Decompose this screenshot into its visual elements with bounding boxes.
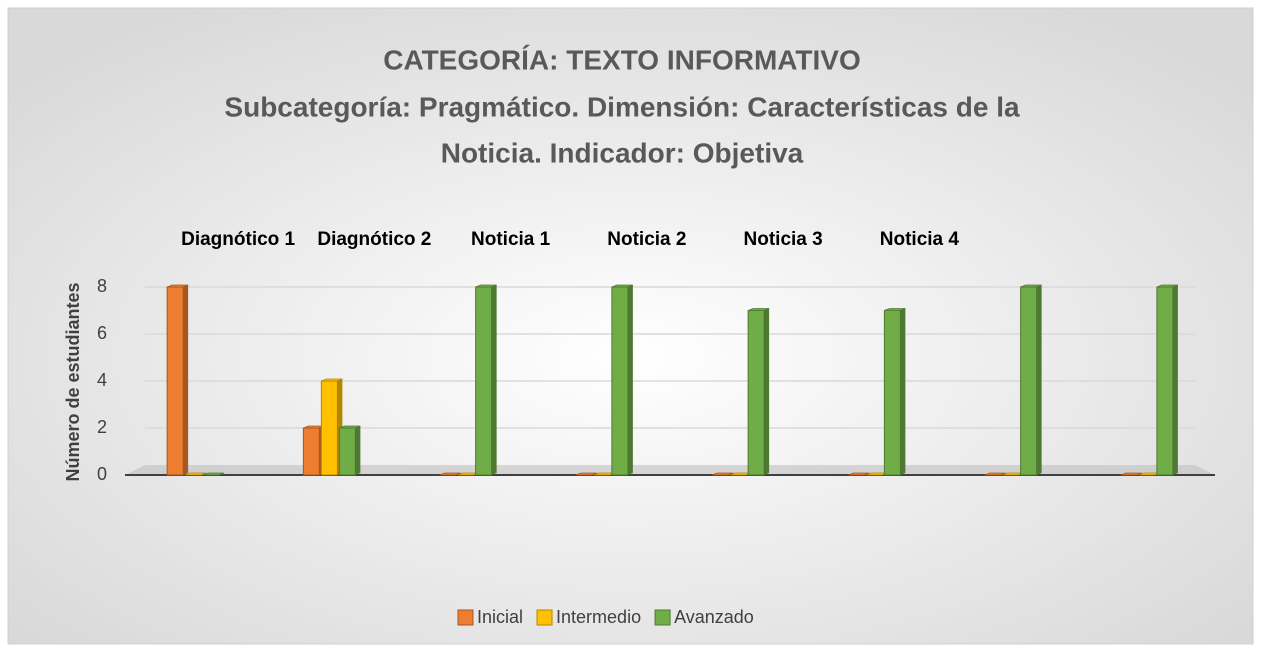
category-label: Diagnótico 2 [317, 229, 431, 250]
bar [747, 310, 765, 476]
y-tick-label: 4 [97, 370, 107, 390]
bar-top [747, 308, 770, 311]
bar-top [166, 284, 189, 288]
category-label: Noticia 1 [471, 229, 551, 250]
bar-side [355, 426, 361, 475]
chart-subtitle: Subcategoría: Pragmático. Dimensión: Car… [224, 91, 1020, 122]
bar-side [1036, 285, 1042, 475]
bar [338, 427, 356, 476]
legend-swatch [457, 609, 474, 626]
category-label: Diagnótico 1 [181, 229, 295, 250]
bar-side [1172, 285, 1178, 475]
bar-top [439, 472, 461, 476]
chart-subtitle: Noticia. Indicador: Objetiva [441, 137, 804, 168]
bar-top [339, 425, 361, 429]
category-label: Noticia 3 [744, 229, 823, 250]
bar-side [183, 285, 189, 475]
bar-side [491, 285, 497, 475]
y-tick-label: 6 [97, 323, 107, 343]
bar [1020, 286, 1038, 476]
legend-swatch [536, 609, 553, 626]
bar-top [575, 472, 598, 476]
bar [883, 310, 901, 476]
y-tick-label: 8 [97, 276, 107, 296]
bar-top [611, 284, 634, 288]
bar [166, 286, 184, 476]
bar [320, 380, 338, 476]
bar-top [848, 472, 870, 476]
legend-label: Inicial [477, 607, 523, 627]
legend-label: Intermedio [556, 607, 641, 627]
bar-top [321, 378, 343, 382]
bar-side [627, 285, 633, 475]
bar [475, 286, 493, 476]
bar-top [1120, 472, 1143, 476]
bar [1156, 286, 1174, 476]
category-label: Noticia 2 [607, 229, 686, 250]
y-tick-label: 0 [97, 464, 107, 484]
bar-top [184, 472, 207, 476]
bar [302, 427, 320, 476]
bar-top [984, 472, 1006, 476]
bar-top [884, 308, 906, 311]
bar [611, 286, 629, 476]
bar-side [764, 308, 770, 475]
category-label: Noticia 4 [880, 229, 960, 250]
y-tick-label: 2 [97, 417, 107, 437]
chart-title: CATEGORÍA: TEXTO INFORMATIVO [383, 44, 861, 75]
bar-top [1020, 284, 1042, 288]
y-axis-label: Número de estudiantes [63, 282, 83, 481]
bar-top [475, 284, 497, 288]
bar-side [900, 308, 906, 475]
bar-top [711, 472, 734, 476]
bar-top [202, 472, 225, 476]
legend-label: Avanzado [674, 607, 754, 627]
floor [125, 465, 1215, 475]
legend-swatch [654, 609, 671, 626]
bar-top [1156, 284, 1179, 288]
